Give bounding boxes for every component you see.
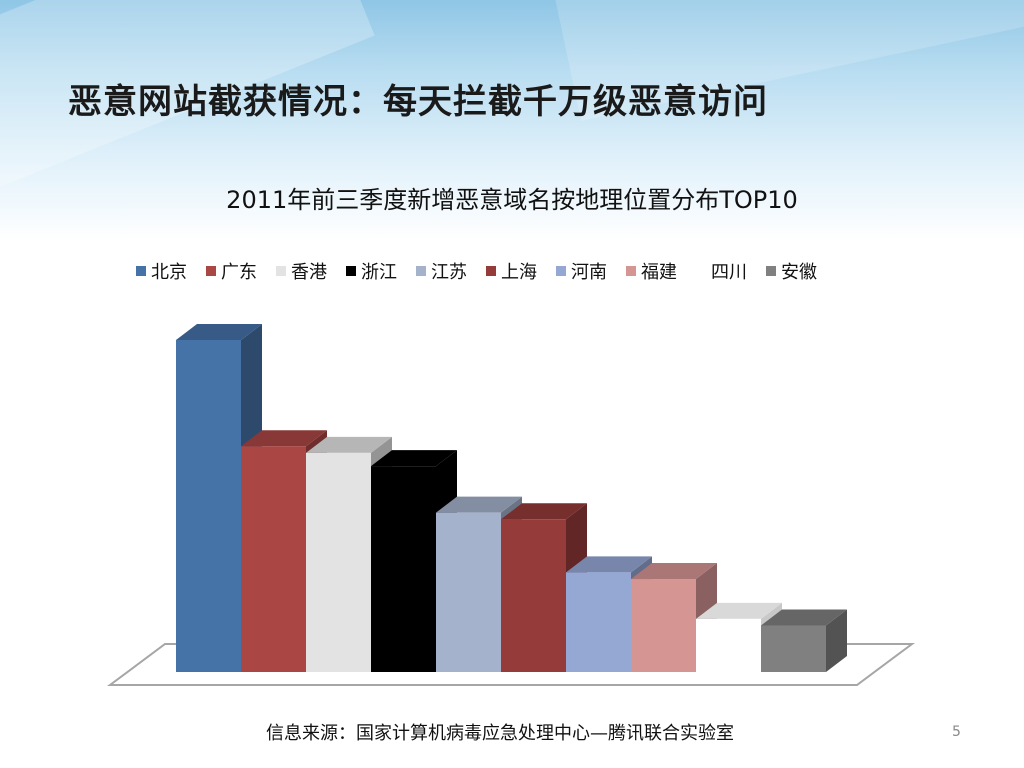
page-title: 恶意网站截获情况：每天拦截千万级恶意访问 bbox=[68, 82, 768, 122]
legend-label: 上海 bbox=[501, 262, 537, 283]
legend-label: 福建 bbox=[641, 262, 677, 283]
source-note: 信息来源：国家计算机病毒应急处理中心—腾讯联合实验室 bbox=[266, 723, 734, 744]
bar-top bbox=[696, 602, 782, 619]
bar-top bbox=[761, 609, 847, 626]
bar-top bbox=[176, 324, 262, 340]
bar-top bbox=[631, 563, 717, 580]
legend-item: 福建 bbox=[626, 259, 677, 283]
bar-top bbox=[241, 430, 327, 447]
legend-label: 浙江 bbox=[361, 262, 397, 283]
legend-label: 广东 bbox=[221, 262, 257, 283]
legend-label: 安徽 bbox=[781, 262, 817, 283]
legend-label: 河南 bbox=[571, 262, 607, 283]
legend-item: 北京 bbox=[136, 259, 187, 283]
bar-front bbox=[176, 340, 241, 672]
bar bbox=[761, 609, 847, 672]
legend-item: 江苏 bbox=[416, 259, 467, 283]
bar-front bbox=[436, 512, 501, 672]
bar-top bbox=[306, 436, 392, 453]
chart-legend: 北京 广东 香港 浙江 江苏 上海 河南 福建 四川 安徽 bbox=[136, 259, 836, 283]
legend-label: 四川 bbox=[711, 262, 747, 283]
bar-front bbox=[501, 519, 566, 672]
legend-item: 广东 bbox=[206, 259, 257, 283]
legend-swatch bbox=[486, 266, 496, 276]
legend-label: 香港 bbox=[291, 262, 327, 283]
bar-front bbox=[631, 579, 696, 672]
legend-item: 四川 bbox=[696, 259, 747, 283]
bar-front bbox=[306, 452, 371, 672]
bar-front bbox=[371, 466, 436, 672]
bar-front bbox=[241, 446, 306, 672]
legend-item: 河南 bbox=[556, 259, 607, 283]
bar-front bbox=[761, 625, 826, 672]
legend-swatch bbox=[766, 266, 776, 276]
bar-front bbox=[696, 618, 761, 672]
legend-item: 上海 bbox=[486, 259, 537, 283]
legend-label: 江苏 bbox=[431, 262, 467, 283]
bar-top bbox=[371, 450, 457, 467]
legend-swatch bbox=[626, 266, 636, 276]
chart-title: 2011年前三季度新增恶意域名按地理位置分布TOP10 bbox=[226, 186, 798, 214]
bar-front bbox=[566, 572, 631, 672]
page-number: 5 bbox=[952, 724, 961, 740]
legend-swatch bbox=[346, 266, 356, 276]
bar-top bbox=[436, 496, 522, 513]
legend-label: 北京 bbox=[151, 262, 187, 283]
legend-swatch bbox=[276, 266, 286, 276]
legend-swatch bbox=[136, 266, 146, 276]
bar-top bbox=[566, 556, 652, 573]
legend-item: 浙江 bbox=[346, 259, 397, 283]
bar-top bbox=[501, 503, 587, 520]
legend-item: 安徽 bbox=[766, 259, 817, 283]
header-background bbox=[0, 0, 1024, 240]
bar-side bbox=[826, 609, 847, 672]
legend-swatch bbox=[206, 266, 216, 276]
legend-item: 香港 bbox=[276, 259, 327, 283]
legend-swatch bbox=[416, 266, 426, 276]
legend-swatch bbox=[556, 266, 566, 276]
